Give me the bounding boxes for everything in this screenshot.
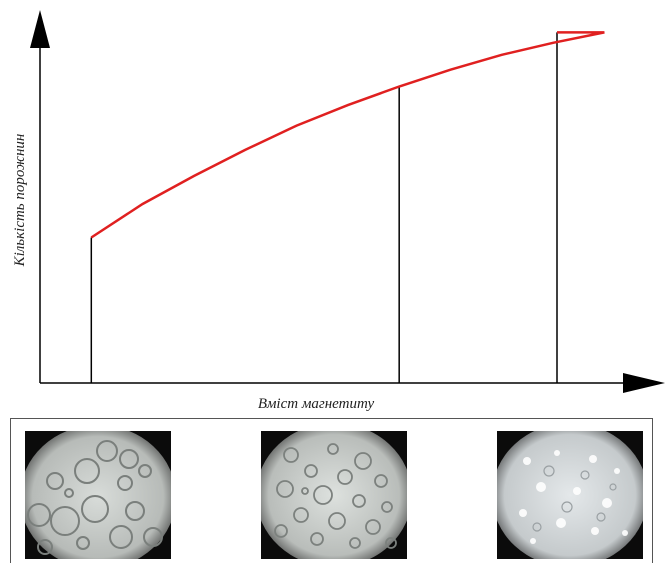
micrograph-medium-magnetite (261, 431, 407, 559)
x-axis-arrow-icon (623, 373, 665, 393)
micrograph-high-magnetite (497, 431, 643, 559)
micrograph-low-magnetite (25, 431, 171, 559)
micrograph-panel (10, 418, 653, 563)
chart: Кількість порожнин Вміст магнетиту (12, 10, 665, 412)
y-axis-label: Кількість порожнин (12, 134, 28, 268)
y-axis-arrow-icon (30, 10, 50, 48)
drop-lines (90, 32, 558, 383)
series-curve (90, 31, 605, 239)
x-axis-label: Вміст магнетиту (258, 396, 375, 412)
